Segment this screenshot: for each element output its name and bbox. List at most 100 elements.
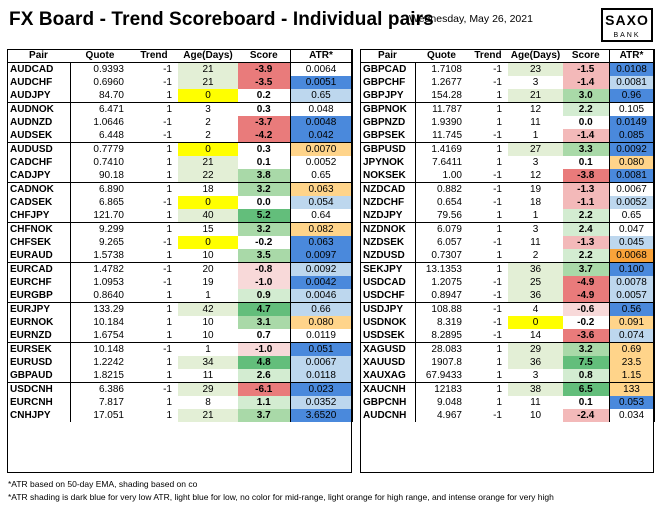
score-cell: 2.2 — [563, 209, 609, 223]
page-title: FX Board - Trend Scoreboard - Individual… — [9, 9, 434, 30]
trend-cell: 1 — [166, 410, 172, 421]
pair-cell: EURJPY — [7, 302, 71, 316]
quote-cell: 17.051 — [93, 410, 124, 421]
pair-cell: SEKJPY — [360, 262, 416, 276]
age-cell: 2 — [532, 250, 539, 261]
score-cell: 0.2 — [256, 90, 271, 101]
quote-cell: 1.00 — [442, 170, 462, 181]
trend-cell: 1 — [468, 342, 508, 356]
trend-cell: 1 — [130, 222, 178, 236]
quote-cell: 9.048 — [436, 397, 462, 408]
trend-cell: -1 — [163, 77, 172, 88]
trend-cell: 1 — [496, 370, 502, 381]
score-cell: 1.1 — [238, 396, 290, 409]
score-cell: -1.0 — [238, 276, 290, 289]
table-row: NZDCAD 0.882 -1 19 -1.3 0.0067 — [360, 182, 655, 196]
pair-cell: GBPSEK — [360, 129, 416, 143]
atr-cell: 0.0057 — [608, 289, 655, 303]
age-cell: 1 — [178, 342, 238, 356]
trend-cell: 1 — [166, 210, 172, 221]
atr-cell: 0.023 — [289, 382, 353, 396]
age-cell: 8 — [205, 397, 211, 408]
logo-bottom-text: BANK — [613, 32, 641, 39]
table-row: USDNOK 8.319 -1 0 -0.2 0.091 — [360, 316, 655, 329]
atr-cell: 0.0052 — [608, 196, 655, 209]
trend-cell: 1 — [468, 222, 508, 236]
score-cell: -4.2 — [238, 129, 290, 143]
quote-cell: 1907.8 — [431, 357, 462, 368]
pair-cell: NZDJPY — [360, 209, 416, 223]
score-cell: 0.1 — [578, 397, 593, 408]
score-cell: -2.4 — [563, 409, 609, 422]
age-cell: 19 — [202, 277, 214, 288]
atr-cell: 1.15 — [608, 369, 655, 383]
table-row: CHFJPY 121.70 1 40 5.2 0.64 — [7, 209, 353, 223]
table-row: EURJPY 133.29 1 42 4.7 0.66 — [7, 302, 353, 316]
table-row: XAUXAG 67.9433 1 3 0.8 1.15 — [360, 369, 655, 383]
score-cell: 0.0 — [578, 117, 593, 128]
pair-cell: EURNZD — [7, 329, 71, 343]
age-cell: 1 — [205, 290, 211, 301]
quote-cell: 12183 — [415, 382, 468, 396]
col-score-header: Score — [238, 49, 290, 63]
age-cell: 10 — [202, 250, 214, 261]
age-cell: 15 — [178, 222, 238, 236]
atr-cell: 0.0078 — [608, 276, 655, 289]
quote-cell: 8.319 — [436, 317, 462, 328]
pair-cell: GBPAUD — [7, 369, 71, 383]
table-row: AUDCAD 0.9393 -1 21 -3.9 0.0064 — [7, 62, 353, 76]
age-cell: 1 — [532, 130, 539, 141]
trend-cell: 1 — [166, 170, 172, 181]
quote-cell: 1.4169 — [415, 142, 468, 156]
age-cell: 0 — [178, 196, 238, 209]
trend-cell: 1 — [166, 330, 172, 341]
trend-cell: -1 — [493, 170, 502, 181]
score-cell: 2.6 — [238, 369, 290, 383]
quote-cell: 1.4782 — [70, 262, 130, 276]
quote-cell: 0.7410 — [93, 157, 124, 168]
table-row: GBPJPY 154.28 1 21 3.0 0.96 — [360, 89, 655, 103]
quote-cell: 1.0953 — [93, 277, 124, 288]
atr-cell: 3.6520 — [289, 409, 353, 422]
trend-cell: 1 — [496, 210, 502, 221]
trend-cell: -1 — [130, 382, 178, 396]
quote-cell: 0.654 — [436, 197, 462, 208]
quote-cell: 8.2895 — [431, 330, 462, 341]
table-row: GBPCNH 9.048 1 11 0.1 0.053 — [360, 396, 655, 409]
table-row: AUDJPY 84.70 1 0 0.2 0.65 — [7, 89, 353, 103]
quote-cell: 6.386 — [70, 382, 130, 396]
quote-cell: 84.70 — [98, 90, 124, 101]
table-row: EURCAD 1.4782 -1 20 -0.8 0.0092 — [7, 262, 353, 276]
pair-cell: USDNOK — [360, 316, 416, 329]
pair-cell: EURGBP — [7, 289, 71, 303]
table-row: NZDCHF 0.654 -1 18 -1.1 0.0052 — [360, 196, 655, 209]
trend-cell: -1 — [163, 130, 172, 141]
atr-cell: 133 — [608, 382, 655, 396]
quote-cell: 79.56 — [436, 210, 462, 221]
pair-cell: AUDCAD — [7, 62, 71, 76]
atr-cell: 0.042 — [289, 129, 353, 143]
age-cell: 38 — [508, 382, 563, 396]
table-row: EURAUD 1.5738 1 10 3.5 0.0097 — [7, 249, 353, 263]
atr-cell: 0.65 — [289, 169, 353, 183]
pair-cell: EURAUD — [7, 249, 71, 263]
table-row: AUDSEK 6.448 -1 2 -4.2 0.042 — [7, 129, 353, 143]
atr-cell: 0.0081 — [608, 169, 655, 183]
quote-cell: 4.967 — [436, 410, 462, 421]
quote-cell: 11.745 — [432, 130, 462, 141]
pair-cell: AUDNZD — [7, 116, 71, 129]
pair-cell: NOKSEK — [360, 169, 416, 183]
age-cell: 40 — [178, 209, 238, 223]
atr-cell: 0.64 — [289, 209, 353, 223]
score-cell: 5.2 — [238, 209, 290, 223]
trend-cell: 1 — [468, 142, 508, 156]
atr-cell: 0.047 — [608, 222, 655, 236]
table-header-row: Pair Quote Trend Age(Days) Score ATR* — [360, 49, 655, 63]
score-cell: -3.7 — [238, 116, 290, 129]
trend-cell: 1 — [496, 397, 502, 408]
score-cell: 0.3 — [238, 142, 290, 156]
score-cell: 3.5 — [238, 249, 290, 263]
table-row: XAUUSD 1907.8 1 36 7.5 23.5 — [360, 356, 655, 369]
col-pair-header: Pair — [7, 49, 70, 63]
